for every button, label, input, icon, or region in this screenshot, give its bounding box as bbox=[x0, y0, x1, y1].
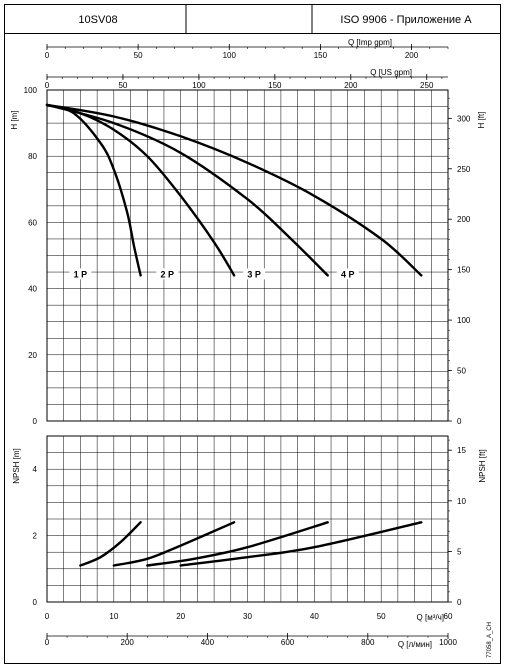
us-gpm-axis-label: Q [US gpm] bbox=[370, 68, 412, 77]
head-ft-tick-label: 250 bbox=[457, 165, 471, 174]
imp-gpm-tick-label: 100 bbox=[223, 51, 237, 60]
curve-label-1p: 1 P bbox=[74, 269, 88, 279]
flow-m3h-tick-label: 60 bbox=[444, 612, 453, 621]
flow-lmin-tick-label: 0 bbox=[45, 638, 50, 647]
head-chart-grid bbox=[47, 90, 448, 421]
npsh-plot-frame bbox=[46, 435, 449, 603]
flow-lmin-tick-label: 400 bbox=[201, 638, 215, 647]
npsh-curve-2 bbox=[112, 521, 236, 567]
head-ft-tick-label: 150 bbox=[457, 266, 471, 275]
imp-gpm-tick-label: 0 bbox=[45, 51, 50, 60]
npsh-m-tick-label: 4 bbox=[33, 465, 38, 474]
curve-label-background bbox=[336, 268, 359, 280]
curve-label-background bbox=[243, 268, 266, 280]
head-m-tick-label: 60 bbox=[28, 218, 37, 227]
head-m-axis-label: H [m] bbox=[10, 110, 19, 129]
flow-m3h-axis-label: Q [м³/ч] bbox=[417, 613, 444, 622]
npsh-ft-tick-label: 15 bbox=[457, 446, 466, 455]
head-m-tick-label: 0 bbox=[33, 417, 38, 426]
us-gpm-tick-label: 200 bbox=[344, 81, 358, 90]
head-curves: 1 P 2 P 3 P 4 P bbox=[45, 103, 423, 280]
npsh-ft-tick-label: 10 bbox=[457, 497, 466, 506]
head-ft-tick-label: 200 bbox=[457, 215, 471, 224]
npsh-ft-tick-label: 5 bbox=[457, 547, 462, 556]
npsh-ft-axis-label: NPSH [ft] bbox=[478, 449, 487, 482]
chart-frame bbox=[4, 33, 501, 664]
head-ft-tick-label: 100 bbox=[457, 316, 471, 325]
imp-gpm-tick-label: 150 bbox=[314, 51, 328, 60]
head-ft-tick-label: 300 bbox=[457, 114, 471, 123]
npsh-m-axis-label: NPSH [m] bbox=[12, 448, 21, 484]
npsh-curve-3 bbox=[146, 521, 329, 567]
head-curve-1p bbox=[45, 103, 142, 277]
head-m-tick-label: 100 bbox=[24, 86, 38, 95]
imp-gpm-axis-label: Q [Imp gpm] bbox=[348, 38, 392, 47]
imp-gpm-tick-label: 50 bbox=[134, 51, 143, 60]
flow-lmin-tick-label: 200 bbox=[121, 638, 135, 647]
npsh-curve-4 bbox=[179, 521, 423, 567]
npsh-curves bbox=[79, 521, 423, 567]
model-label: 10SV08 bbox=[78, 14, 117, 26]
us-gpm-tick-label: 100 bbox=[192, 81, 206, 90]
head-curve-3p bbox=[45, 103, 329, 277]
npsh-m-tick-label: 2 bbox=[33, 532, 38, 541]
head-m-tick-label: 40 bbox=[28, 285, 37, 294]
head-curve-2p bbox=[45, 103, 236, 277]
head-curve-4p bbox=[45, 103, 423, 277]
flow-lmin-axis-label: Q [л/мин] bbox=[398, 640, 432, 649]
flow-m3h-tick-label: 40 bbox=[310, 612, 319, 621]
flow-lmin-tick-label: 800 bbox=[361, 638, 375, 647]
imp-gpm-tick-label: 200 bbox=[405, 51, 419, 60]
flow-m3h-tick-label: 50 bbox=[377, 612, 386, 621]
header: 10SV08 ISO 9906 - Приложение A bbox=[4, 4, 501, 34]
curve-label-4p: 4 P bbox=[341, 269, 355, 279]
us-gpm-tick-label: 250 bbox=[420, 81, 434, 90]
head-m-tick-label: 80 bbox=[28, 152, 37, 161]
npsh-chart-grid bbox=[47, 436, 448, 602]
flow-m3h-tick-label: 20 bbox=[176, 612, 185, 621]
head-ft-tick-label: 50 bbox=[457, 367, 466, 376]
npsh-m-tick-label: 0 bbox=[33, 598, 38, 607]
standard-label: ISO 9906 - Приложение A bbox=[340, 14, 472, 26]
flow-m3h-tick-label: 30 bbox=[243, 612, 252, 621]
flow-m3h-tick-label: 10 bbox=[109, 612, 118, 621]
curve-label-3p: 3 P bbox=[247, 269, 261, 279]
flow-lmin-tick-label: 600 bbox=[281, 638, 295, 647]
flow-m3h-tick-label: 0 bbox=[45, 612, 50, 621]
curve-label-background bbox=[69, 268, 92, 280]
npsh-ft-tick-label: 0 bbox=[457, 598, 462, 607]
head-m-tick-label: 20 bbox=[28, 351, 37, 360]
curve-label-2p: 2 P bbox=[161, 269, 175, 279]
us-gpm-tick-label: 150 bbox=[268, 81, 282, 90]
head-plot-frame bbox=[46, 89, 449, 422]
us-gpm-tick-label: 0 bbox=[45, 81, 50, 90]
head-ft-axis-label: H [ft] bbox=[477, 112, 486, 129]
flow-lmin-tick-label: 1000 bbox=[439, 638, 457, 647]
document-code: 77058_A_CH bbox=[487, 622, 493, 658]
curve-label-background bbox=[156, 268, 179, 280]
us-gpm-tick-label: 50 bbox=[118, 81, 127, 90]
npsh-curve-1 bbox=[79, 521, 142, 567]
head-ft-tick-label: 0 bbox=[457, 417, 462, 426]
